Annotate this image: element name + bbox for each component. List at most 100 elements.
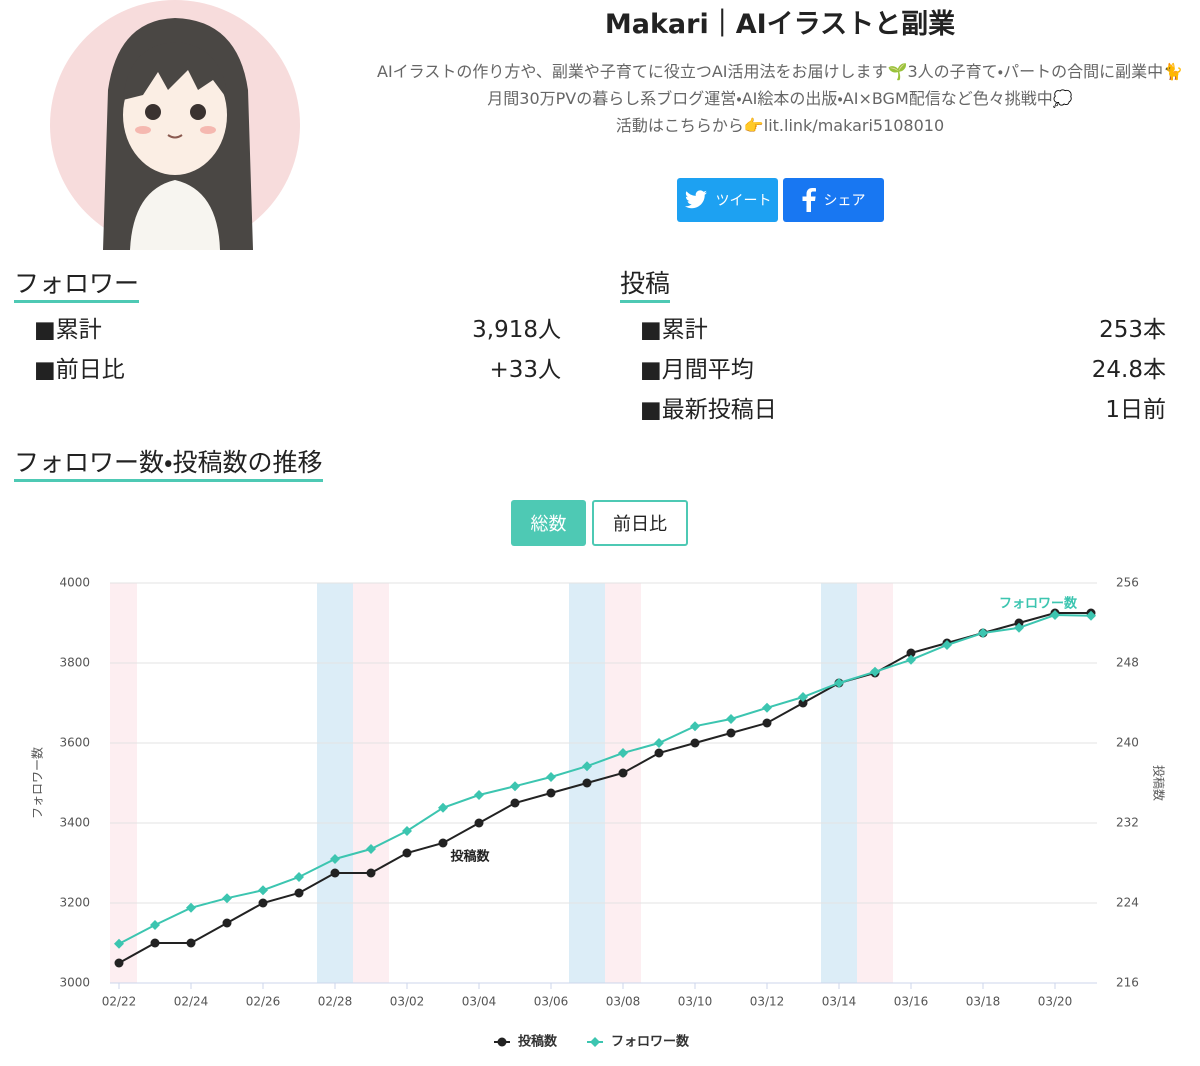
avatar (50, 0, 300, 250)
point (590, 1037, 601, 1047)
x-tick-label: 03/06 (534, 995, 569, 1009)
stat-value: 3,918人 (472, 317, 561, 343)
x-tick-label: 03/02 (390, 995, 425, 1009)
series-line (118, 612, 1091, 964)
point (546, 788, 556, 798)
point (906, 654, 916, 665)
point (114, 958, 124, 968)
x-tick-label: 03/12 (750, 995, 785, 1009)
point (690, 738, 700, 748)
point (294, 872, 304, 882)
point (690, 721, 700, 732)
point (510, 798, 520, 808)
stat-label: ■累計 (640, 317, 708, 343)
tweet-button[interactable]: ツイート (677, 178, 778, 222)
point (402, 848, 412, 858)
share-button[interactable]: シェア (783, 178, 884, 222)
point (222, 893, 232, 904)
toggle-total[interactable]: 総数 (511, 500, 586, 546)
y-tick-label: 4000 (59, 576, 90, 590)
x-tick-label: 03/20 (1038, 995, 1073, 1009)
point (330, 854, 340, 864)
y-tick-label: 3000 (59, 976, 90, 990)
point (654, 748, 664, 758)
point (582, 761, 592, 772)
point (762, 702, 772, 713)
y2-tick-label: 224 (1116, 896, 1139, 910)
y2-tick-label: 216 (1116, 976, 1139, 990)
point (798, 698, 808, 708)
point (510, 781, 520, 792)
button-label: ツイート (715, 193, 772, 209)
point (258, 885, 268, 896)
weekend-band (857, 583, 893, 983)
point (1050, 610, 1060, 620)
series-line (118, 613, 1092, 945)
legend-label: 投稿数 (518, 1034, 558, 1050)
stat-label: ■月間平均 (640, 357, 754, 383)
point (222, 918, 232, 928)
section-heading: フォロワー数・投稿数の推移 (14, 448, 323, 482)
followers-block: フォロワー ■累計 3,918人 ■前日比 +33人 (14, 264, 561, 390)
point (330, 868, 340, 878)
point (150, 938, 160, 948)
y2-tick-label: 240 (1116, 736, 1139, 750)
series-label: フォロワー数 (999, 596, 1078, 612)
point (474, 818, 484, 828)
weekend-band (821, 583, 857, 983)
point (258, 898, 268, 908)
x-tick-label: 02/22 (102, 995, 137, 1009)
point (150, 920, 160, 930)
point (618, 748, 628, 758)
y2-axis-title: 投稿数 (1152, 765, 1167, 801)
legend-label: フォロワー数 (611, 1034, 690, 1050)
stat-value: 253本 (1099, 317, 1166, 343)
point (497, 1037, 507, 1047)
point (438, 838, 448, 848)
point (726, 728, 736, 738)
point (942, 640, 952, 650)
x-tick-label: 02/24 (174, 995, 209, 1009)
point (402, 826, 412, 836)
point (582, 778, 592, 788)
point (186, 938, 196, 948)
y-tick-label: 3400 (59, 816, 90, 830)
section-heading: フォロワー (14, 269, 140, 303)
weekend-band (317, 583, 353, 983)
stat-value: +33人 (489, 357, 561, 383)
y-axis-title: フォロワー数 (30, 747, 45, 819)
point (1014, 622, 1024, 633)
weekend-band (605, 583, 641, 983)
series-label: 投稿数 (450, 849, 490, 865)
x-tick-label: 02/28 (318, 995, 353, 1009)
bio-line: AIイラストの作り方や、副業や子育てに役立つAI活用法をお届けします🌱3人の子育… (377, 62, 1183, 81)
x-tick-label: 03/04 (462, 995, 497, 1009)
bio: AIイラストの作り方や、副業や子育てに役立つAI活用法をお届けします🌱3人の子育… (372, 58, 1188, 139)
stat-label: ■累計 (34, 317, 102, 343)
point (834, 678, 844, 688)
point (906, 648, 916, 658)
x-tick-label: 03/08 (606, 995, 641, 1009)
stat-value: 1日前 (1105, 397, 1166, 423)
stat-label: ■前日比 (34, 357, 125, 383)
point (474, 790, 484, 800)
point (870, 666, 880, 677)
point (654, 738, 664, 748)
y-tick-label: 3600 (59, 736, 90, 750)
stat-value: 24.8本 (1091, 357, 1166, 383)
point (762, 718, 772, 728)
point (114, 938, 124, 949)
point (546, 772, 556, 782)
bio-line: 月間30万PVの暮らし系ブログ運営・AI絵本の出版・AI×BGM配信など色々挑戦… (487, 89, 1073, 108)
point (366, 868, 376, 878)
toggle-daily[interactable]: 前日比 (592, 500, 688, 546)
section-heading: 投稿 (620, 269, 671, 303)
point (438, 802, 448, 813)
point (1086, 610, 1096, 621)
point (294, 888, 304, 898)
chart-heading-wrap: フォロワー数・投稿数の推移 (14, 443, 323, 482)
point (798, 692, 808, 702)
y2-tick-label: 256 (1116, 576, 1139, 590)
